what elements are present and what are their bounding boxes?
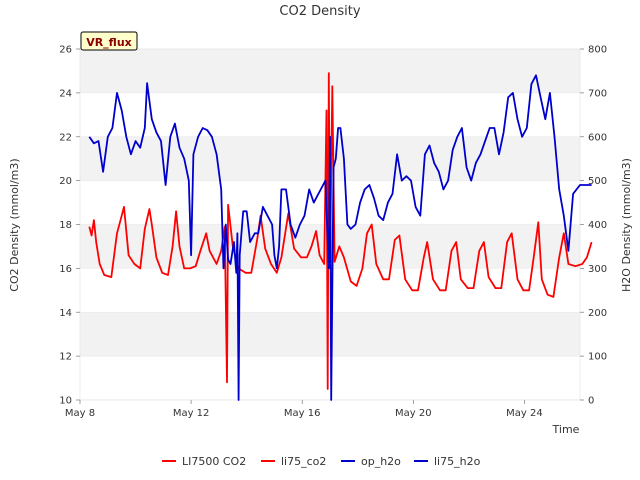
y-left-tick-label: 24 [59, 88, 72, 99]
x-tick-label: May 16 [284, 408, 321, 419]
y-right-tick-label: 700 [588, 88, 607, 99]
y-left-tick-label: 10 [59, 396, 72, 407]
series-line-li75-h2o [88, 74, 592, 401]
y-left-tick-label: 22 [59, 132, 72, 143]
chart-title: CO2 Density [279, 4, 360, 19]
vr-flux-badge: VR_flux [80, 31, 138, 51]
y-right-tick-label: 800 [588, 45, 607, 56]
x-tick-label: May 24 [506, 408, 543, 419]
x-tick-label: May 20 [395, 408, 432, 419]
x-tick-label: May 8 [65, 408, 95, 419]
badge-label: VR_flux [86, 36, 132, 49]
y-axis-label-left: CO2 Density (mmol/m3) [8, 158, 21, 291]
legend-item-li75-co2[interactable]: li75_co2 [261, 455, 326, 468]
legend-item-li7500-co2[interactable]: LI7500 CO2 [162, 455, 246, 468]
x-axis-label: Time [552, 423, 580, 436]
y-right-tick-label: 500 [588, 176, 607, 187]
y-axis-label-right: H2O Density (mmol/m3) [620, 158, 633, 292]
series-line-li75-co2 [88, 72, 593, 390]
grid-band [80, 49, 580, 93]
y-right-tick-label: 200 [588, 308, 607, 319]
y-left-tick-label: 12 [59, 352, 72, 363]
y-right-tick-label: 0 [588, 396, 594, 407]
badge-box [80, 31, 138, 51]
ticks-layer: May 8 May 12 May 16 May 20 May 24 10 12 14 16 18 2… [59, 45, 607, 420]
y-left-tick-label: 26 [59, 45, 72, 56]
legend-item-li75-h2o[interactable]: li75_h2o [414, 455, 481, 468]
y-left-tick-label: 14 [59, 308, 72, 319]
legend: LI7500 CO2 li75_co2 op_h2o li75_h2o [162, 455, 481, 468]
y-right-tick-label: 300 [588, 264, 607, 275]
legend-label-op-h2o: op_h2o [361, 455, 401, 468]
y-left-tick-label: 20 [59, 176, 72, 187]
legend-item-op-h2o[interactable]: op_h2o [341, 455, 401, 468]
legend-label-li75-h2o: li75_h2o [434, 455, 481, 468]
y-right-tick-label: 600 [588, 132, 607, 143]
x-tick-label: May 12 [173, 408, 210, 419]
legend-label-li75-co2: li75_co2 [281, 455, 326, 468]
series-layer [88, 72, 593, 401]
y-right-tick-label: 100 [588, 352, 607, 363]
legend-label-li7500-co2: LI7500 CO2 [182, 455, 246, 468]
y-right-tick-label: 400 [588, 220, 607, 231]
y-left-tick-label: 18 [59, 220, 72, 231]
y-left-tick-label: 16 [59, 264, 72, 275]
